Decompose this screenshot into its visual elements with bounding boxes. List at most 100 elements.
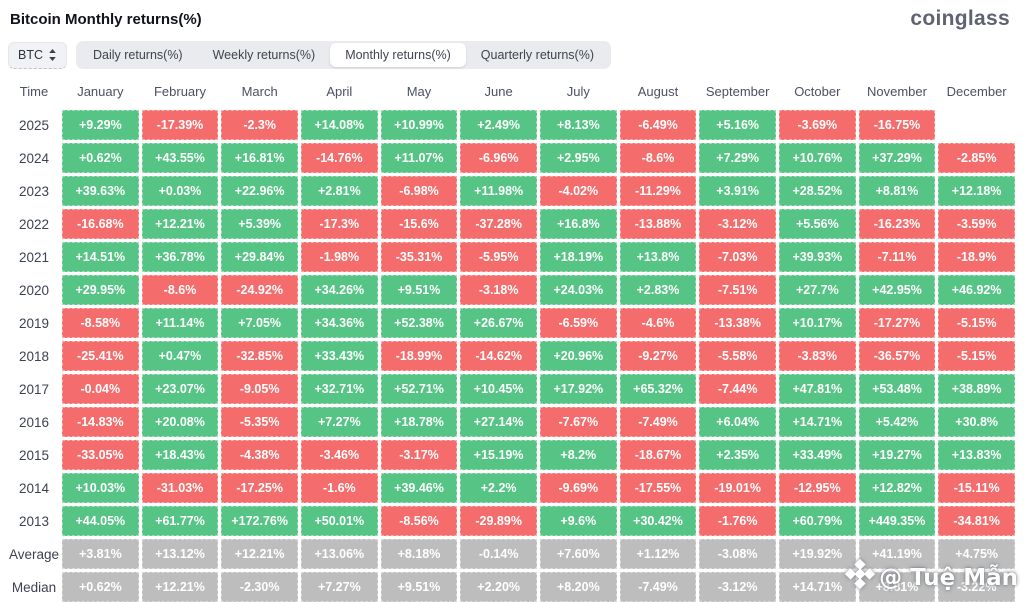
return-cell: -17.27% <box>858 308 936 338</box>
return-cell: +12.21% <box>141 572 219 602</box>
return-cell: +44.05% <box>62 506 139 536</box>
page-title: Bitcoin Monthly returns(%) <box>10 10 202 28</box>
return-cell: -5.15% <box>938 308 1015 338</box>
coin-selector[interactable]: BTC <box>8 41 67 69</box>
return-cell: +3.81% <box>62 539 139 569</box>
return-cell: -16.23% <box>858 209 936 239</box>
return-cell: +15.19% <box>460 440 537 470</box>
return-cell: -9.27% <box>619 341 697 371</box>
return-cell: -7.11% <box>858 242 936 272</box>
column-header-july: July <box>566 84 590 99</box>
return-cell: +5.39% <box>221 209 298 239</box>
return-cell: +14.08% <box>300 110 378 140</box>
return-cell: -11.29% <box>619 176 697 206</box>
return-cell: -18.67% <box>619 440 697 470</box>
return-cell: +38.89% <box>938 374 1015 404</box>
row-label: 2013 <box>18 513 50 529</box>
return-cell: +13.83% <box>938 440 1015 470</box>
return-cell: +2.35% <box>699 440 776 470</box>
row-label: 2025 <box>18 117 50 133</box>
return-cell: +10.03% <box>62 473 139 503</box>
return-cell: +14.71% <box>778 572 856 602</box>
return-cell: +7.05% <box>221 308 298 338</box>
return-cell: -13.88% <box>619 209 697 239</box>
interval-tabs: Daily returns(%) Weekly returns(%) Monthly… <box>76 41 612 69</box>
return-cell: +172.76% <box>221 506 298 536</box>
column-header-december: December <box>946 84 1007 99</box>
return-cell: +2.2% <box>460 473 537 503</box>
table-row-2024: 2024 +0.62% +43.55% +16.81% -14.76% +11.07% -6… <box>9 143 1015 173</box>
return-cell: -14.62% <box>460 341 537 371</box>
return-cell: +12.82% <box>858 473 936 503</box>
return-cell: -2.3% <box>221 110 298 140</box>
return-cell: +18.78% <box>380 407 458 437</box>
sort-arrows-icon <box>48 48 57 62</box>
return-cell: +2.20% <box>460 572 537 602</box>
return-cell: +9.29% <box>62 110 139 140</box>
row-label: Average <box>9 546 60 562</box>
return-cell: +17.92% <box>539 374 617 404</box>
return-cell: +33.43% <box>300 341 378 371</box>
column-header-may: May <box>406 84 432 99</box>
column-header-november: November <box>867 84 927 99</box>
return-cell: +10.45% <box>460 374 537 404</box>
return-cell: -6.96% <box>460 143 537 173</box>
returns-table: Time January February March April May June Jul… <box>0 77 1024 602</box>
return-cell: -3.69% <box>778 110 856 140</box>
return-cell: +4.75% <box>938 539 1015 569</box>
return-cell: +53.48% <box>858 374 936 404</box>
return-cell: +26.67% <box>460 308 537 338</box>
return-cell: +37.29% <box>858 143 936 173</box>
return-cell: +41.19% <box>858 539 936 569</box>
toolbar: BTC Daily returns(%) Weekly returns(%) Mon… <box>0 33 1024 74</box>
table-row-2019: 2019 -8.58% +11.14% +7.05% +34.36% +52.38% +26… <box>9 308 1015 338</box>
return-cell: -32.85% <box>221 341 298 371</box>
return-cell: +16.8% <box>539 209 617 239</box>
table-row-2018: 2018 -25.41% +0.47% -32.85% +33.43% -18.99% -1… <box>9 341 1015 371</box>
tab-weekly-returns[interactable]: Weekly returns(%) <box>198 43 331 67</box>
return-cell: -7.51% <box>699 275 776 305</box>
return-cell: -16.68% <box>62 209 139 239</box>
return-cell: -4.6% <box>619 308 697 338</box>
return-cell: -18.9% <box>938 242 1015 272</box>
table-header-row: Time January February March April May June Jul… <box>9 77 1015 105</box>
return-cell: +2.83% <box>619 275 697 305</box>
row-label: 2017 <box>18 381 50 397</box>
table-row-2013: 2013 +44.05% +61.77% +172.76% +50.01% -8.56% -… <box>9 506 1015 536</box>
return-cell: +10.99% <box>380 110 458 140</box>
return-cell: -2.85% <box>938 143 1015 173</box>
tab-monthly-returns[interactable]: Monthly returns(%) <box>330 43 466 67</box>
return-cell: +6.04% <box>699 407 776 437</box>
return-cell: +13.06% <box>300 539 378 569</box>
return-cell: -9.05% <box>221 374 298 404</box>
return-cell: +14.51% <box>62 242 139 272</box>
row-label: 2014 <box>18 480 50 496</box>
return-cell: +5.16% <box>699 110 776 140</box>
return-cell: +16.81% <box>221 143 298 173</box>
row-label: 2018 <box>18 348 50 364</box>
tab-daily-returns[interactable]: Daily returns(%) <box>78 43 198 67</box>
return-cell: +9.6% <box>539 506 617 536</box>
column-header-april: April <box>326 84 353 99</box>
return-cell: -4.38% <box>221 440 298 470</box>
return-cell: -37.28% <box>460 209 537 239</box>
column-header-january: January <box>77 84 124 99</box>
return-cell: -3.46% <box>300 440 378 470</box>
return-cell: -14.83% <box>62 407 139 437</box>
return-cell: +0.62% <box>62 572 139 602</box>
row-label: 2016 <box>18 414 50 430</box>
return-cell: +9.51% <box>380 572 458 602</box>
return-cell: -33.05% <box>62 440 139 470</box>
return-cell: +50.01% <box>300 506 378 536</box>
return-cell: +46.92% <box>938 275 1015 305</box>
return-cell: -29.89% <box>460 506 537 536</box>
return-cell: -34.81% <box>938 506 1015 536</box>
return-cell: +13.8% <box>619 242 697 272</box>
return-cell: +11.14% <box>141 308 219 338</box>
return-cell: +12.21% <box>141 209 219 239</box>
return-cell: -6.98% <box>380 176 458 206</box>
tab-quarterly-returns[interactable]: Quarterly returns(%) <box>466 43 609 67</box>
return-cell: -15.11% <box>938 473 1015 503</box>
return-cell: -9.69% <box>539 473 617 503</box>
return-cell: +20.96% <box>539 341 617 371</box>
